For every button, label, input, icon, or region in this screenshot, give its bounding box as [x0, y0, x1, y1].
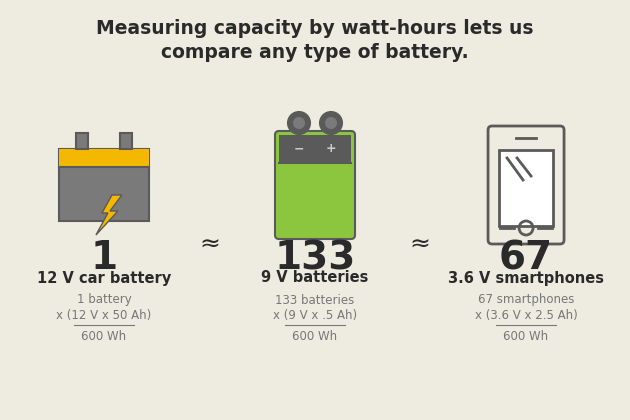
Text: 67: 67 — [499, 239, 553, 277]
Text: 67 smartphones: 67 smartphones — [478, 294, 574, 307]
FancyBboxPatch shape — [59, 149, 149, 167]
Text: 3.6 V smartphones: 3.6 V smartphones — [448, 270, 604, 286]
Polygon shape — [96, 195, 122, 235]
Text: 12 V car battery: 12 V car battery — [37, 270, 171, 286]
Text: 9 V batteries: 9 V batteries — [261, 270, 369, 286]
Text: −: − — [294, 142, 304, 155]
Circle shape — [320, 112, 342, 134]
Text: x (12 V x 50 Ah): x (12 V x 50 Ah) — [56, 310, 152, 323]
Text: Measuring capacity by watt-hours lets us: Measuring capacity by watt-hours lets us — [96, 18, 534, 37]
Text: 133: 133 — [274, 239, 356, 277]
FancyBboxPatch shape — [488, 126, 564, 244]
Text: 133 batteries: 133 batteries — [275, 294, 355, 307]
Text: x (9 V x .5 Ah): x (9 V x .5 Ah) — [273, 310, 357, 323]
Circle shape — [288, 112, 310, 134]
Text: ≈: ≈ — [199, 233, 220, 257]
FancyBboxPatch shape — [76, 133, 88, 149]
Text: x (3.6 V x 2.5 Ah): x (3.6 V x 2.5 Ah) — [474, 310, 578, 323]
FancyBboxPatch shape — [275, 131, 355, 239]
Text: +: + — [326, 142, 336, 155]
FancyBboxPatch shape — [499, 150, 553, 226]
Text: 600 Wh: 600 Wh — [503, 331, 549, 344]
Text: compare any type of battery.: compare any type of battery. — [161, 42, 469, 61]
FancyBboxPatch shape — [59, 149, 149, 221]
Text: 1: 1 — [90, 239, 118, 277]
Text: 600 Wh: 600 Wh — [81, 331, 127, 344]
Text: 1 battery: 1 battery — [77, 294, 131, 307]
Text: 600 Wh: 600 Wh — [292, 331, 338, 344]
Circle shape — [325, 117, 337, 129]
FancyBboxPatch shape — [120, 133, 132, 149]
FancyBboxPatch shape — [279, 135, 351, 163]
Circle shape — [293, 117, 305, 129]
Text: ≈: ≈ — [410, 233, 431, 257]
